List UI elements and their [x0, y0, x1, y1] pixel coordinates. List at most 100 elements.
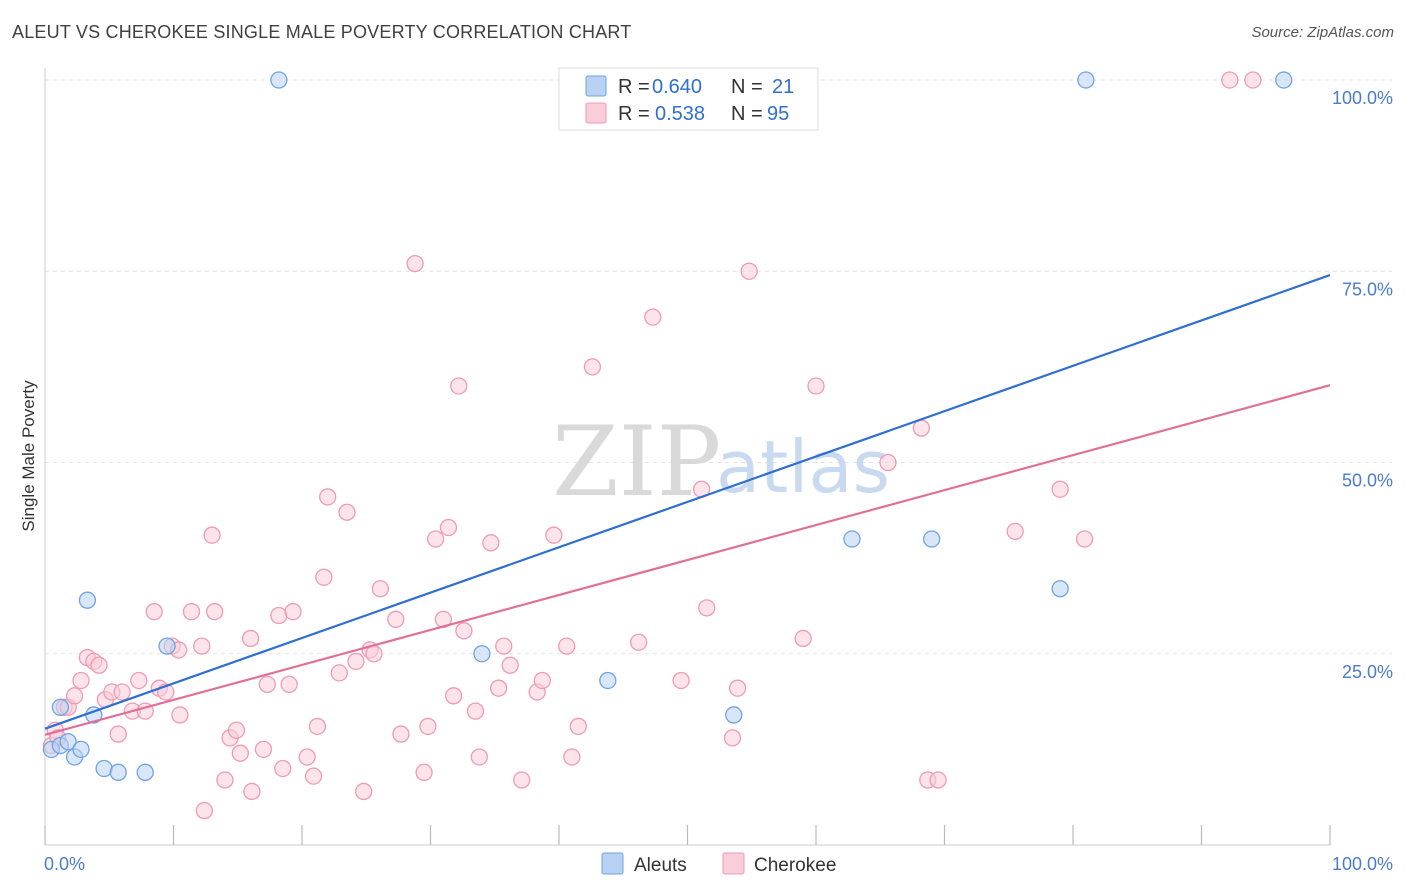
legend-n-label-aleuts: N = [731, 76, 763, 98]
aleut-point [72, 740, 90, 759]
aleut-point [1077, 71, 1095, 89]
aleut-point [95, 759, 113, 778]
cherokee-point [90, 656, 108, 674]
cherokee-point [308, 717, 327, 736]
cherokee-point [241, 629, 260, 648]
chart-title: ALEUT VS CHEROKEE SINGLE MALE POVERTY CO… [12, 22, 632, 42]
cherokee-point [145, 603, 163, 621]
cherokee-point [1221, 71, 1239, 89]
cherokee-point [1244, 71, 1262, 89]
cherokee-point [558, 637, 576, 655]
bottom-legend-label-cherokee: Cherokee [754, 855, 836, 876]
cherokee-point [740, 262, 758, 280]
cherokee-point [1051, 480, 1069, 498]
cherokee-point [304, 767, 323, 785]
y-tick-label: 25.0% [1342, 662, 1393, 682]
cherokee-point [205, 603, 224, 621]
y-tick-label: 75.0% [1342, 279, 1393, 299]
legend-r-value-cherokee: 0.538 [655, 103, 705, 125]
cherokee-point [274, 759, 292, 778]
aleut-point [136, 763, 154, 781]
aleut-point [78, 591, 97, 609]
aleut-point [1051, 580, 1069, 598]
cherokee-point [439, 518, 458, 537]
aleut-point [923, 530, 941, 548]
cherokee-point [563, 748, 581, 766]
cherokee-point [583, 358, 602, 376]
y-tick-label: 50.0% [1342, 471, 1393, 491]
cherokee-point [630, 633, 648, 651]
aleut-point [473, 645, 491, 663]
x-tick-labels: 0.0% 100.0% [44, 854, 1393, 874]
aleut-point [158, 637, 176, 655]
cherokee-point [794, 629, 812, 648]
cherokee-point [171, 706, 189, 724]
cherokee-point [728, 679, 747, 697]
aleut-point [599, 671, 617, 690]
cherokee-point [298, 748, 316, 766]
cherokee-point [387, 610, 405, 628]
trend-lines [44, 274, 1331, 736]
legend-swatch-aleuts [585, 75, 607, 97]
cherokee-point [723, 729, 742, 747]
y-tick-labels: 25.0% 50.0% 75.0% 100.0% [1332, 88, 1393, 682]
cherokee-point [371, 580, 390, 598]
cherokee-point [227, 721, 246, 739]
cherokee-point [315, 568, 333, 586]
cherokee-point [319, 488, 337, 506]
legend-r-label-aleuts: R = [618, 76, 650, 98]
aleut-point [270, 71, 288, 89]
cherokee-point [426, 530, 445, 548]
cherokee-point [415, 763, 433, 781]
cherokee-point [501, 656, 519, 674]
cherokee-point [254, 740, 273, 759]
cherokee-point [482, 534, 500, 552]
cherokee-point [182, 603, 201, 621]
bottom-legend-swatch-cherokee [722, 852, 745, 875]
aleut-point [109, 763, 127, 781]
cherokee-point [929, 771, 947, 789]
cherokee-point [243, 782, 261, 801]
cherokee-point [338, 503, 356, 521]
cherokee-point [231, 744, 249, 762]
cherokee-point [203, 526, 221, 544]
y-axis-title: Single Male Poverty [19, 380, 38, 532]
cherokee-point [195, 801, 213, 820]
cherokee-point [489, 679, 508, 697]
cherokee-point [130, 671, 148, 690]
legend-r-label-cherokee: R = [618, 103, 650, 125]
bottom-legend-label-aleuts: Aleuts [634, 855, 687, 876]
source-label: Source: ZipAtlas.com [1251, 24, 1394, 41]
cherokee-point [365, 645, 383, 663]
bottom-legend: Aleuts Cherokee [601, 852, 836, 876]
aleut-point [1275, 71, 1293, 89]
cherokee-point [879, 453, 897, 472]
cherokee-point [470, 748, 488, 766]
x-tick-label-max: 100.0% [1332, 854, 1393, 874]
cherokee-point [698, 599, 716, 617]
cherokee-point [72, 671, 90, 690]
aleut-point [725, 706, 743, 724]
cherokee-point [355, 782, 373, 801]
grid-lines [45, 79, 1392, 655]
watermark: ZIP atlas [552, 406, 890, 518]
aleut-point [51, 698, 70, 716]
cherokee-point [216, 771, 234, 789]
cherokee-point [270, 606, 288, 625]
y-tick-label: 100.0% [1332, 88, 1393, 108]
cherokee-point [644, 308, 662, 326]
cherokee-point [450, 377, 468, 395]
aleut-point [843, 530, 861, 548]
legend-n-label-cherokee: N = [731, 103, 763, 125]
cherokee-point [258, 675, 276, 693]
aleut-points [42, 71, 1293, 781]
cherokee-point [569, 717, 587, 736]
cherokee-point [193, 637, 211, 655]
aleut-point [59, 733, 77, 751]
cherokee-point [65, 687, 84, 705]
aleut-trend-line [44, 274, 1331, 730]
cherokee-point [807, 377, 825, 395]
watermark-atlas: atlas [716, 425, 890, 509]
cherokee-point [1006, 522, 1024, 540]
